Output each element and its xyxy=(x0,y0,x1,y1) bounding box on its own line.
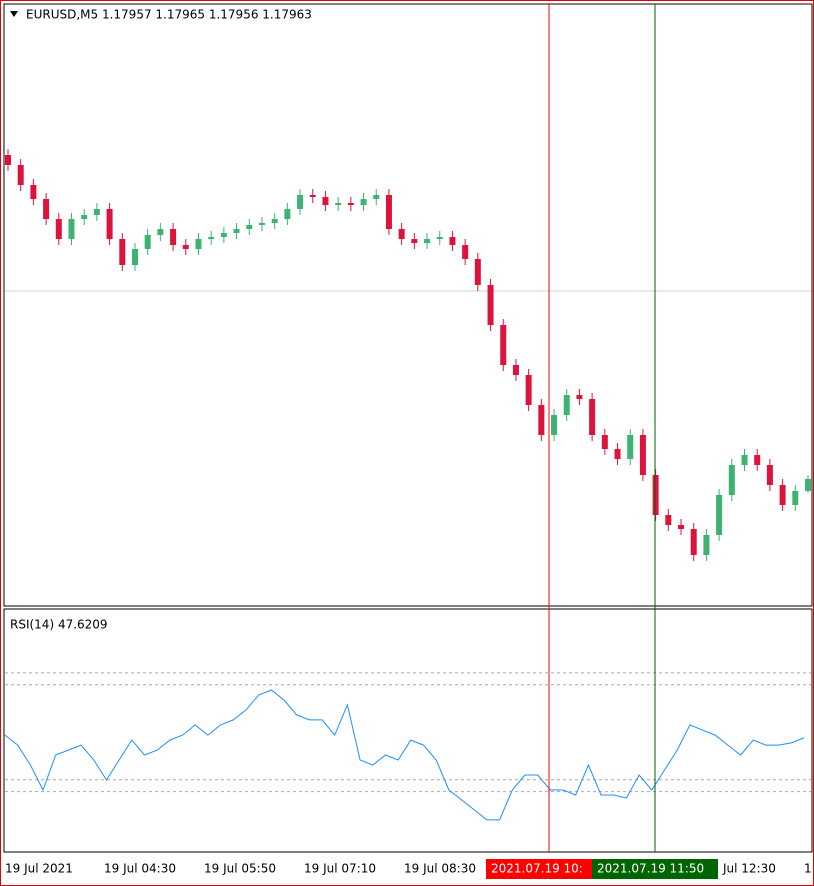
candle-body xyxy=(551,415,558,435)
time-label: 19 Jul 08:30 xyxy=(404,862,476,876)
candle-body xyxy=(563,395,570,415)
candle-body xyxy=(385,195,392,229)
candle-body xyxy=(30,185,37,199)
candle-body xyxy=(525,375,532,405)
rsi-line xyxy=(4,689,805,821)
candle-body xyxy=(5,155,11,165)
candle-body xyxy=(627,435,634,459)
candle-body xyxy=(17,165,24,185)
candle-body xyxy=(106,209,113,239)
candle-body xyxy=(703,535,710,555)
candle-body xyxy=(728,465,735,495)
candle-body xyxy=(182,245,189,249)
time-label: Jul 12:30 xyxy=(722,862,776,876)
candle-body xyxy=(144,235,151,249)
candle-body xyxy=(157,229,164,235)
candle-body xyxy=(93,209,100,215)
green-cursor-label: 2021.07.19 11:50 xyxy=(597,862,704,876)
candle-body xyxy=(81,215,88,219)
candle-body xyxy=(754,455,761,465)
main-title: EURUSD,M5 1.17957 1.17965 1.17956 1.1796… xyxy=(26,8,312,22)
time-label: 19 Jul 2021 xyxy=(5,862,73,876)
time-label: 19 Jul 05:50 xyxy=(204,862,276,876)
candle-body xyxy=(220,233,227,237)
candle-body xyxy=(297,195,304,209)
candle-body xyxy=(462,245,469,259)
candle-body xyxy=(601,435,608,449)
candle-body xyxy=(792,491,799,505)
candle-body xyxy=(678,525,685,529)
candle-body xyxy=(779,485,786,505)
candle-body xyxy=(538,405,545,435)
candle-body xyxy=(741,455,748,465)
candle-body xyxy=(805,479,811,491)
candle-body xyxy=(398,229,405,239)
candle-body xyxy=(716,495,723,535)
candle-body xyxy=(436,237,443,239)
candle-body xyxy=(258,223,265,225)
candle-body xyxy=(474,259,481,285)
red-cursor-label: 2021.07.19 10: xyxy=(491,862,583,876)
green-cursor-tag xyxy=(592,859,718,879)
candle-body xyxy=(170,229,177,245)
candle-body xyxy=(208,237,215,239)
candle-body xyxy=(55,219,62,239)
time-label: 19 Jul 04:30 xyxy=(104,862,176,876)
main-panel xyxy=(3,3,813,607)
candle-body xyxy=(690,529,697,555)
candle-body xyxy=(233,229,240,233)
candle-body xyxy=(614,449,621,459)
candle-body xyxy=(360,199,367,205)
candle-body xyxy=(284,209,291,219)
candle-body xyxy=(43,199,50,219)
rsi-title: RSI(14) 47.6209 xyxy=(10,618,108,632)
time-label: 19 Jul 07:10 xyxy=(304,862,376,876)
candle-body xyxy=(271,219,278,223)
time-label: 1 xyxy=(804,862,812,876)
candle-body xyxy=(347,203,354,205)
candle-body xyxy=(119,239,126,265)
candle-body xyxy=(639,435,646,475)
marks xyxy=(4,149,811,821)
candle-body xyxy=(195,239,202,249)
candle-body xyxy=(322,197,329,205)
candle-body xyxy=(652,475,659,515)
candle-body xyxy=(424,239,431,243)
candle-body xyxy=(335,203,342,205)
candle-body xyxy=(766,465,773,485)
candle-body xyxy=(589,399,596,435)
candle-body xyxy=(246,225,253,229)
candle-body xyxy=(411,239,418,243)
candle-body xyxy=(68,219,75,239)
red-cursor-tag xyxy=(486,859,592,879)
rsi-panel xyxy=(3,608,813,853)
candle-body xyxy=(449,237,456,245)
candle-body xyxy=(373,195,380,199)
candle-body xyxy=(512,365,519,375)
candle-body xyxy=(487,285,494,325)
candle-body xyxy=(131,249,138,265)
candle-body xyxy=(576,395,583,399)
candle-body xyxy=(500,325,507,365)
dropdown-icon[interactable] xyxy=(10,11,18,17)
candle-body xyxy=(309,195,316,197)
candle-body xyxy=(665,515,672,525)
